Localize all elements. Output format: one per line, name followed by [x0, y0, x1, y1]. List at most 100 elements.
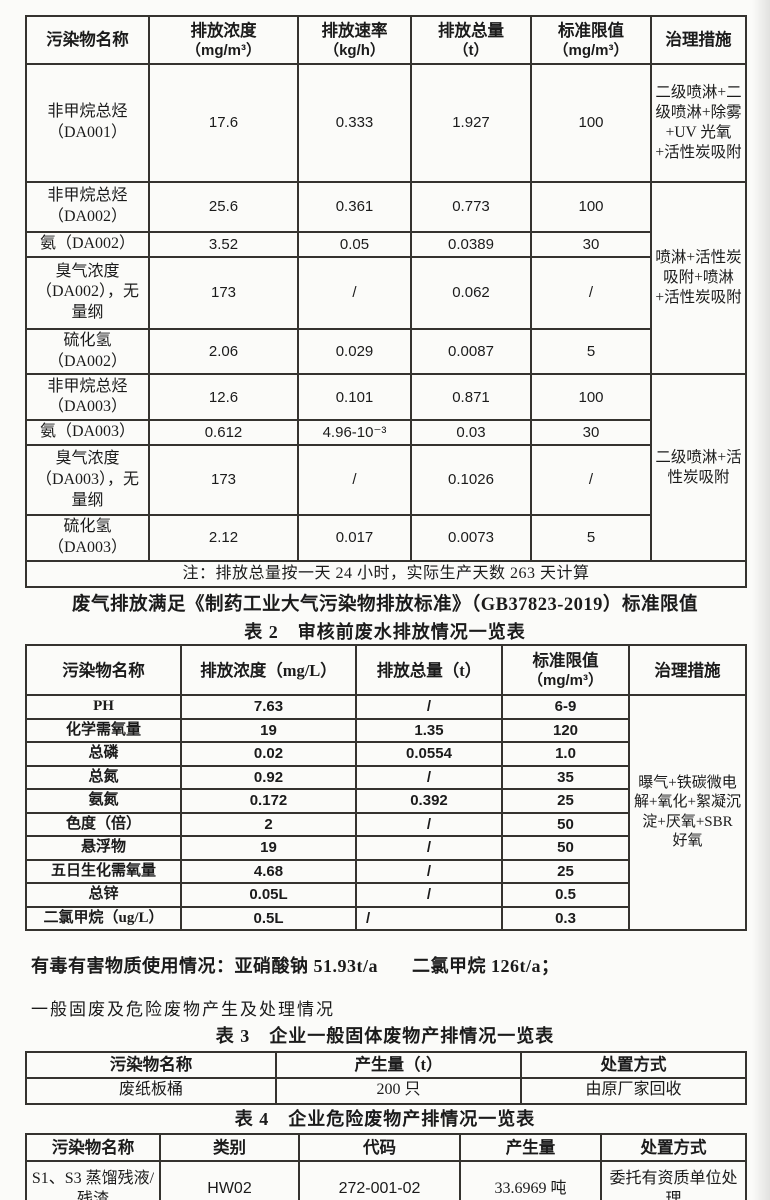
limit-cell: 0.5	[501, 882, 630, 908]
header-emission-concentration: 排放浓度（mg/L）	[180, 644, 357, 697]
header-emission-total: 排放总量（t）	[355, 644, 503, 697]
table-row: 五日生化需氧量 4.68 / 25	[25, 858, 746, 885]
concentration-cell: 0.05L	[180, 882, 357, 908]
table-row: 氨氮 0.172 0.392 25	[25, 788, 746, 814]
total-cell: 0.773	[410, 181, 532, 233]
table-row: 硫化氢（DA003） 2.12 0.017 0.0073 5	[25, 514, 746, 563]
amount-cell: 33.6969 吨	[459, 1160, 602, 1200]
standard-code: （GB37823-2019）	[471, 595, 622, 616]
concentration-cell: 17.6	[148, 63, 299, 183]
concentration-cell: 2	[180, 811, 357, 838]
treatment-cell: 二级喷淋+活性炭吸附	[650, 373, 747, 563]
table-row: 氨（DA003） 0.612 4.96-10⁻³ 0.03 30	[25, 419, 746, 447]
pollutant-cell: 氨氮	[25, 788, 182, 814]
toxic-item-value: 51.93t/a	[313, 956, 378, 977]
rate-cell: 0.333	[297, 63, 412, 183]
waste-gas-header-row: 污染物名称 排放浓度 （mg/m³） 排放速率 （kg/h） 排放总量 （t） 标准限…	[25, 15, 747, 65]
concentration-cell: 12.6	[148, 373, 299, 422]
header-unit: （t）	[453, 41, 489, 59]
table-row: 非甲烷总烃（DA003） 12.6 0.101 0.871 100 二级喷淋+活…	[25, 373, 747, 563]
toxic-item-name: 二氯甲烷	[412, 956, 491, 977]
header-pollutant-name: 污染物名称	[25, 1050, 277, 1079]
pollutant-cell: 总锌	[25, 882, 182, 908]
general-solid-waste-table: 污染物名称 产生量（t） 处置方式 废纸板桶 200 只 由原厂家回收	[25, 1050, 747, 1105]
rate-cell: /	[297, 255, 412, 330]
table-row: 悬浮物 19 / 50	[25, 835, 746, 861]
rate-cell: 0.029	[297, 327, 412, 376]
header-standard-limit: 标准限值 （mg/m³）	[530, 15, 652, 65]
toxic-prefix: 有毒有害物质使用情况：	[31, 956, 235, 977]
rate-cell: 0.101	[297, 373, 412, 422]
pollutant-cell: 废纸板桶	[25, 1076, 277, 1105]
waste-gas-table: 污染物名称 排放浓度 （mg/m³） 排放速率 （kg/h） 排放总量 （t） 标准限…	[25, 15, 747, 589]
concentration-cell: 0.92	[180, 764, 357, 791]
concentration-cell: 0.5L	[180, 905, 357, 932]
total-cell: /	[355, 882, 503, 908]
total-cell: 0.062	[410, 255, 532, 330]
disposal-cell: 委托有资质单位处理	[600, 1160, 747, 1200]
header-label: 污染物名称	[46, 30, 129, 50]
table-row: 臭气浓度（DA003），无量纲 173 / 0.1026 /	[25, 444, 746, 517]
pollutant-cell: PH	[25, 694, 182, 720]
header-label: 污染物名称	[62, 660, 145, 680]
code-cell: 272-001-02	[298, 1160, 461, 1200]
total-cell: 0.1026	[410, 444, 532, 517]
header-label: 排放浓度（mg/L）	[200, 660, 337, 680]
header-label: 治理措施	[665, 30, 732, 50]
pollutant-cell: 五日生化需氧量	[25, 858, 182, 885]
header-emission-total: 排放总量（t）	[410, 15, 532, 65]
concentration-cell: 2.12	[148, 514, 299, 563]
header-unit: （mg/m³）	[185, 41, 261, 59]
treatment-cell: 曝气+铁碳微电解+氧化+絮凝沉淀+厌氧+SBR 好氧	[628, 694, 747, 932]
concentration-cell: 7.63	[180, 694, 357, 720]
table3-title: 表 3 企业一般固体废物产排情况一览表	[215, 1026, 555, 1047]
limit-cell: /	[530, 444, 652, 517]
table-row: 化学需氧量 19 1.35 120	[25, 717, 746, 744]
header-pollutant-name: 污染物名称	[25, 1133, 161, 1163]
standard-text: 废气排放满足《制药工业大气污染物排放标准》	[72, 595, 472, 616]
limit-cell: 30	[530, 419, 652, 447]
pollutant-cell: 总氮	[25, 764, 182, 791]
concentration-cell: 2.06	[148, 327, 299, 376]
wastewater-header-row: 污染物名称 排放浓度（mg/L） 排放总量（t） 标准限值 （mg/m³） 治理措…	[25, 644, 747, 697]
header-unit: （mg/m³）	[527, 672, 603, 690]
table2-title: 表 2 审核前废水排放情况一览表	[244, 622, 526, 643]
header-label: 治理措施	[654, 660, 721, 680]
header-disposal-method: 处置方式	[600, 1133, 747, 1163]
total-cell: 1.927	[410, 63, 532, 183]
note-cell: 注：排放总量按一天 24 小时，实际生产天数 263 天计算	[25, 560, 747, 589]
pollutant-cell: 氨（DA002）	[25, 231, 150, 258]
concentration-cell: 173	[148, 255, 299, 330]
limit-cell: 50	[501, 811, 630, 838]
total-cell: 0.0087	[410, 327, 532, 376]
pollutant-cell: S1、S3 蒸馏残液/残渣	[25, 1160, 161, 1200]
header-label: 排放速率	[321, 20, 388, 40]
header-code: 代码	[298, 1133, 461, 1163]
rate-cell: 0.017	[297, 514, 412, 563]
header-emission-concentration: 排放浓度 （mg/m³）	[148, 15, 299, 65]
treatment-cell: 二级喷淋+二级喷淋+除雾+UV 光氧+活性炭吸附	[650, 63, 747, 183]
header-unit: （kg/h）	[324, 41, 385, 59]
limit-cell: 25	[501, 788, 630, 814]
total-cell: /	[355, 858, 503, 885]
table-row: S1、S3 蒸馏残液/残渣 HW02 272-001-02 33.6969 吨 …	[25, 1160, 747, 1200]
toxic-item-value: 126t/a；	[491, 956, 560, 977]
pollutant-cell: 硫化氢（DA002）	[25, 327, 150, 376]
limit-cell: 100	[530, 373, 652, 422]
pollutant-cell: 非甲烷总烃（DA002）	[25, 181, 150, 233]
table-row: 非甲烷总烃（DA001） 17.6 0.333 1.927 100 二级喷淋+二…	[25, 63, 747, 183]
total-cell: 0.0073	[410, 514, 532, 563]
pollutant-cell: 总磷	[25, 741, 182, 767]
total-cell: /	[355, 694, 503, 720]
solid-waste-header-row: 污染物名称 产生量（t） 处置方式	[25, 1050, 747, 1079]
header-unit: （mg/m³）	[553, 41, 629, 59]
limit-cell: 50	[501, 835, 630, 861]
pollutant-cell: 氨（DA003）	[25, 419, 150, 447]
limit-cell: 35	[501, 764, 630, 791]
hazardous-waste-table: 污染物名称 类别 代码 产生量 处置方式 S1、S3 蒸馏残液/残渣 HW02 …	[25, 1133, 747, 1200]
pollutant-cell: 悬浮物	[25, 835, 182, 861]
limit-cell: 100	[530, 181, 652, 233]
pollutant-cell: 硫化氢（DA003）	[25, 514, 150, 563]
rate-cell: 0.05	[297, 231, 412, 258]
